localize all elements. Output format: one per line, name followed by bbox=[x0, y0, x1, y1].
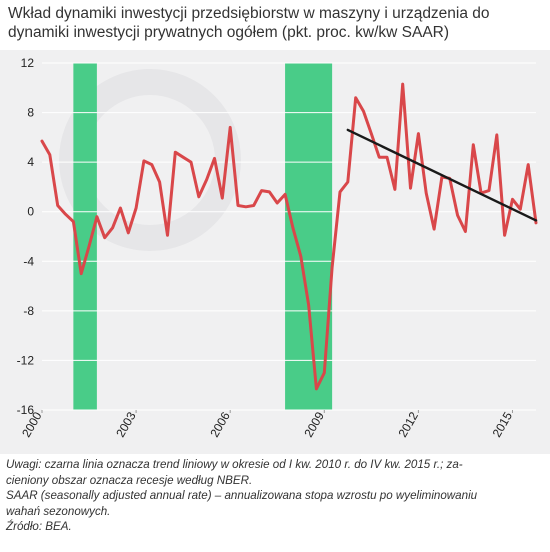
x-tick-label: 2006 bbox=[207, 409, 233, 439]
x-tick-label: 2009 bbox=[301, 409, 327, 439]
y-tick-label: -8 bbox=[23, 304, 34, 318]
y-tick-label: 4 bbox=[27, 155, 34, 169]
trend-line bbox=[346, 128, 538, 222]
note-line-4: wahań sezonowych. bbox=[6, 504, 111, 518]
chart-notes: Uwagi: czarna linia oznacza trend liniow… bbox=[6, 457, 544, 535]
y-tick-label: -4 bbox=[23, 254, 34, 268]
note-line-3: SAAR (seasonally adjusted annual rate) –… bbox=[6, 489, 478, 502]
series-line bbox=[40, 82, 538, 391]
recession-band-2 bbox=[285, 63, 333, 410]
y-tick-label: 8 bbox=[27, 106, 34, 120]
x-tick-label: 2015 bbox=[490, 409, 516, 439]
x-tick-label: 2003 bbox=[113, 409, 139, 439]
x-tick-label: 2012 bbox=[396, 409, 422, 439]
note-line-1: Uwagi: czarna linia oznacza trend liniow… bbox=[6, 458, 463, 471]
chart-title: Wkład dynamiki inwestycji przedsiębiorst… bbox=[8, 5, 490, 41]
y-tick-label: -16 bbox=[17, 403, 35, 417]
note-line-2: cieniony obszar oznacza recesje według N… bbox=[6, 473, 253, 487]
y-tick-label: 0 bbox=[27, 205, 34, 219]
note-line-5: Źródło: BEA. bbox=[6, 520, 72, 533]
y-tick-label: 12 bbox=[21, 56, 35, 70]
y-tick-label: -12 bbox=[17, 353, 35, 367]
recession-band-1 bbox=[73, 63, 97, 410]
